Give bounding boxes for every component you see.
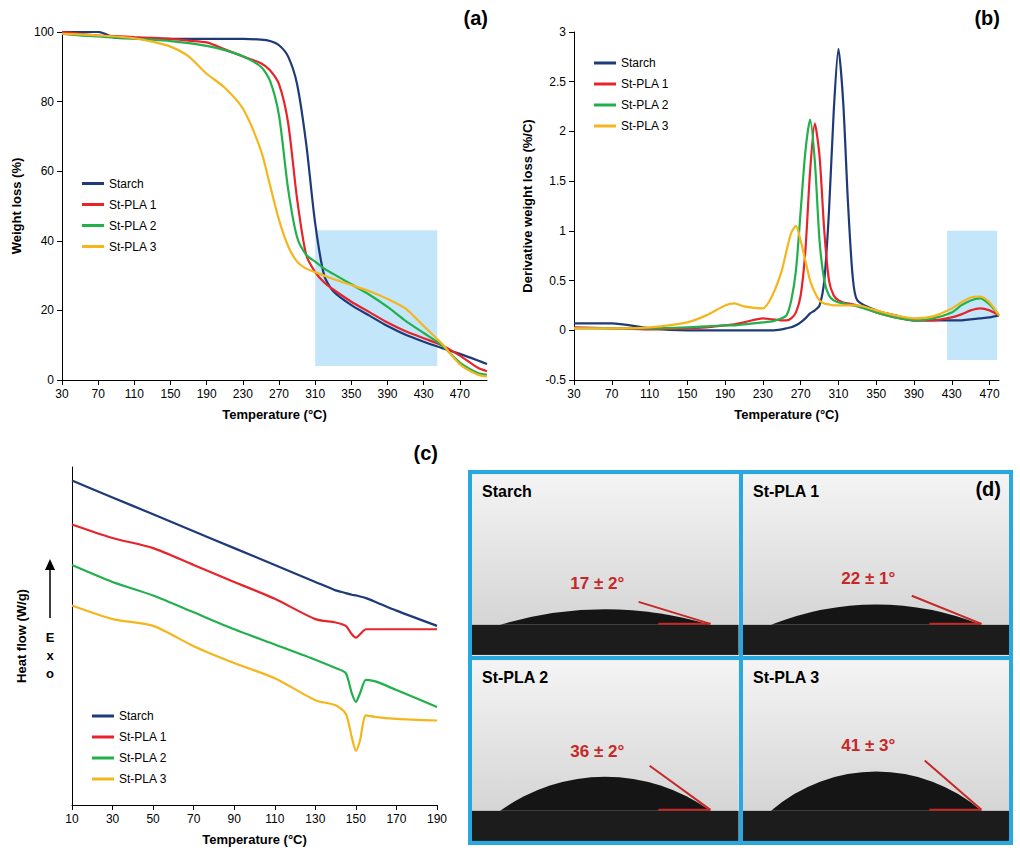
svg-text:St-PLA 1: St-PLA 1 bbox=[621, 77, 669, 91]
svg-text:St-PLA 3: St-PLA 3 bbox=[621, 119, 669, 133]
svg-text:Derivative weight loss (%/C): Derivative weight loss (%/C) bbox=[520, 119, 535, 292]
svg-text:(b): (b) bbox=[974, 7, 1000, 29]
svg-text:0.5: 0.5 bbox=[549, 274, 566, 288]
svg-text:St-PLA 3: St-PLA 3 bbox=[109, 240, 157, 254]
svg-text:Starch: Starch bbox=[482, 482, 532, 500]
svg-text:30: 30 bbox=[55, 387, 69, 401]
svg-text:-0.5: -0.5 bbox=[545, 373, 566, 387]
svg-text:0: 0 bbox=[559, 323, 566, 337]
svg-text:70: 70 bbox=[91, 387, 105, 401]
svg-text:390: 390 bbox=[904, 387, 924, 401]
svg-text:130: 130 bbox=[305, 812, 325, 826]
svg-text:Starch: Starch bbox=[119, 709, 154, 723]
svg-text:St-PLA 3: St-PLA 3 bbox=[119, 772, 167, 786]
svg-text:150: 150 bbox=[160, 387, 180, 401]
svg-text:20: 20 bbox=[41, 303, 55, 317]
svg-text:St-PLA 3: St-PLA 3 bbox=[753, 667, 819, 685]
svg-text:36 ± 2°: 36 ± 2° bbox=[570, 741, 624, 760]
svg-text:170: 170 bbox=[386, 812, 406, 826]
html-text:(d): (d) bbox=[975, 478, 1001, 500]
svg-text:270: 270 bbox=[791, 387, 811, 401]
svg-text:80: 80 bbox=[41, 95, 55, 109]
svg-text:(c): (c) bbox=[414, 442, 438, 464]
svg-text:Heat flow (W/g): Heat flow (W/g) bbox=[14, 589, 29, 683]
svg-text:22 ± 1°: 22 ± 1° bbox=[841, 569, 895, 588]
svg-text:St-PLA 1: St-PLA 1 bbox=[119, 730, 167, 744]
svg-text:470: 470 bbox=[450, 387, 470, 401]
svg-text:41 ± 3°: 41 ± 3° bbox=[841, 736, 895, 755]
svg-text:2: 2 bbox=[559, 124, 566, 138]
svg-text:110: 110 bbox=[125, 387, 144, 401]
svg-text:x: x bbox=[46, 648, 54, 663]
svg-text:190: 190 bbox=[427, 812, 447, 826]
svg-text:St-PLA 1: St-PLA 1 bbox=[753, 482, 819, 500]
svg-text:350: 350 bbox=[866, 387, 886, 401]
svg-text:40: 40 bbox=[41, 234, 55, 248]
svg-text:70: 70 bbox=[187, 812, 201, 826]
svg-text:17 ± 2°: 17 ± 2° bbox=[570, 574, 624, 593]
svg-text:350: 350 bbox=[341, 387, 361, 401]
svg-text:Temperature (°C): Temperature (°C) bbox=[222, 407, 327, 422]
svg-text:2.5: 2.5 bbox=[549, 75, 566, 89]
svg-text:190: 190 bbox=[197, 387, 217, 401]
svg-text:1: 1 bbox=[559, 224, 566, 238]
svg-text:30: 30 bbox=[567, 387, 581, 401]
svg-text:Temperature (°C): Temperature (°C) bbox=[202, 832, 307, 847]
svg-text:10: 10 bbox=[65, 812, 79, 826]
svg-text:St-PLA 1: St-PLA 1 bbox=[109, 198, 157, 212]
svg-text:St-PLA 2: St-PLA 2 bbox=[482, 667, 548, 685]
svg-text:60: 60 bbox=[41, 164, 55, 178]
svg-text:390: 390 bbox=[378, 387, 398, 401]
svg-text:1.5: 1.5 bbox=[549, 174, 566, 188]
svg-text:230: 230 bbox=[753, 387, 773, 401]
svg-text:310: 310 bbox=[305, 387, 325, 401]
svg-text:150: 150 bbox=[677, 387, 697, 401]
svg-text:Temperature (°C): Temperature (°C) bbox=[734, 407, 839, 422]
svg-text:110: 110 bbox=[265, 812, 284, 826]
svg-text:70: 70 bbox=[605, 387, 619, 401]
svg-text:E: E bbox=[46, 630, 55, 645]
svg-text:270: 270 bbox=[269, 387, 289, 401]
svg-text:St-PLA 2: St-PLA 2 bbox=[621, 98, 669, 112]
svg-text:St-PLA 2: St-PLA 2 bbox=[119, 751, 167, 765]
svg-text:310: 310 bbox=[828, 387, 848, 401]
svg-text:190: 190 bbox=[715, 387, 735, 401]
svg-text:St-PLA 2: St-PLA 2 bbox=[109, 219, 157, 233]
svg-text:(a): (a) bbox=[464, 7, 488, 29]
svg-text:230: 230 bbox=[233, 387, 253, 401]
svg-text:110: 110 bbox=[640, 387, 659, 401]
svg-text:50: 50 bbox=[146, 812, 160, 826]
svg-text:100: 100 bbox=[34, 25, 54, 39]
svg-text:430: 430 bbox=[942, 387, 962, 401]
svg-text:150: 150 bbox=[346, 812, 366, 826]
svg-text:Starch: Starch bbox=[621, 56, 656, 70]
svg-text:90: 90 bbox=[228, 812, 242, 826]
svg-text:470: 470 bbox=[980, 387, 1000, 401]
svg-text:0: 0 bbox=[47, 373, 54, 387]
svg-text:430: 430 bbox=[414, 387, 434, 401]
svg-text:30: 30 bbox=[106, 812, 120, 826]
svg-text:Weight loss (%): Weight loss (%) bbox=[9, 158, 24, 255]
svg-text:3: 3 bbox=[559, 25, 566, 39]
svg-text:Starch: Starch bbox=[109, 177, 144, 191]
svg-text:o: o bbox=[46, 666, 54, 681]
